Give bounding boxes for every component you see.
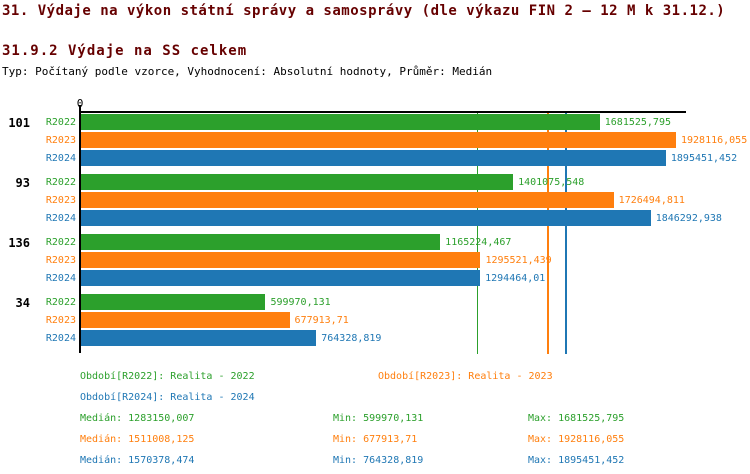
median-line-r2024 bbox=[565, 112, 567, 354]
bar-row-label: R2024 bbox=[45, 333, 76, 344]
bar bbox=[80, 174, 514, 190]
x-axis-line bbox=[80, 111, 686, 113]
group-label: 34 bbox=[15, 296, 30, 310]
stat-min-r2022: Min: 599970,131 bbox=[333, 413, 424, 424]
stat-max-r2023: Max: 1928116,055 bbox=[528, 434, 625, 445]
group-label: 93 bbox=[15, 176, 30, 190]
bar bbox=[80, 192, 614, 208]
median-line-r2022 bbox=[476, 112, 479, 354]
report-title: 31. Výdaje na výkon státní správy a samo… bbox=[2, 3, 726, 19]
stat-min-r2023: Min: 677913,71 bbox=[333, 434, 418, 445]
bar-value-label: 1895451,452 bbox=[670, 153, 738, 164]
bar-row-label: R2022 bbox=[45, 237, 76, 248]
bar bbox=[80, 114, 600, 130]
bar-value-label: 1846292,938 bbox=[655, 213, 722, 224]
bar bbox=[80, 294, 266, 310]
bar bbox=[80, 234, 441, 250]
bar-row-label: R2024 bbox=[45, 273, 76, 284]
legend-item-r2023: Období[R2023]: Realita - 2023 bbox=[378, 371, 553, 382]
bar bbox=[80, 252, 481, 268]
bar-value-label: 677913,71 bbox=[294, 315, 349, 326]
bar-row-label: R2023 bbox=[45, 255, 76, 266]
bar-value-label: 1165224,467 bbox=[445, 237, 512, 248]
bar bbox=[80, 330, 317, 346]
stat-median-r2022: Medián: 1283150,007 bbox=[80, 413, 195, 424]
bar-value-label: 1928116,055 bbox=[681, 135, 748, 146]
bar bbox=[80, 312, 290, 328]
bar-value-label: 1401075,548 bbox=[518, 177, 585, 188]
legend-item-r2024: Období[R2024]: Realita - 2024 bbox=[80, 392, 255, 403]
report-meta: Typ: Počítaný podle vzorce, Vyhodnocení:… bbox=[2, 65, 493, 78]
bar-row-label: R2023 bbox=[45, 195, 76, 206]
bar-row-label: R2022 bbox=[45, 117, 76, 128]
median-line-r2023 bbox=[547, 112, 549, 354]
stat-median-r2023: Medián: 1511008,125 bbox=[80, 434, 195, 445]
stat-max-r2022: Max: 1681525,795 bbox=[528, 413, 625, 424]
stat-max-r2024: Max: 1895451,452 bbox=[528, 455, 625, 466]
bar bbox=[80, 210, 651, 226]
bar-row-label: R2024 bbox=[45, 213, 76, 224]
stat-median-r2024: Medián: 1570378,474 bbox=[80, 455, 195, 466]
report-subtitle: 31.9.2 Výdaje na SS celkem bbox=[2, 43, 248, 59]
bar-row-label: R2022 bbox=[45, 177, 76, 188]
bar-row-label: R2023 bbox=[45, 315, 76, 326]
bar-value-label: 1681525,795 bbox=[604, 117, 671, 128]
legend-item-r2022: Období[R2022]: Realita - 2022 bbox=[80, 371, 255, 382]
stat-min-r2024: Min: 764328,819 bbox=[333, 455, 424, 466]
axis-zero-label: 0 bbox=[76, 97, 84, 110]
bar bbox=[80, 132, 676, 148]
bar-value-label: 599970,131 bbox=[270, 297, 331, 308]
bar bbox=[80, 270, 481, 286]
bar-value-label: 1294464,01 bbox=[485, 273, 546, 284]
group-label: 101 bbox=[8, 116, 30, 130]
bar bbox=[80, 150, 666, 166]
bar-value-label: 764328,819 bbox=[321, 333, 382, 344]
bar-value-label: 1295521,439 bbox=[485, 255, 552, 266]
bar-value-label: 1726494,811 bbox=[618, 195, 685, 206]
bar-row-label: R2022 bbox=[45, 297, 76, 308]
bar-row-label: R2024 bbox=[45, 153, 76, 164]
y-axis-line bbox=[79, 105, 81, 353]
group-label: 136 bbox=[8, 236, 30, 250]
bar-row-label: R2023 bbox=[45, 135, 76, 146]
